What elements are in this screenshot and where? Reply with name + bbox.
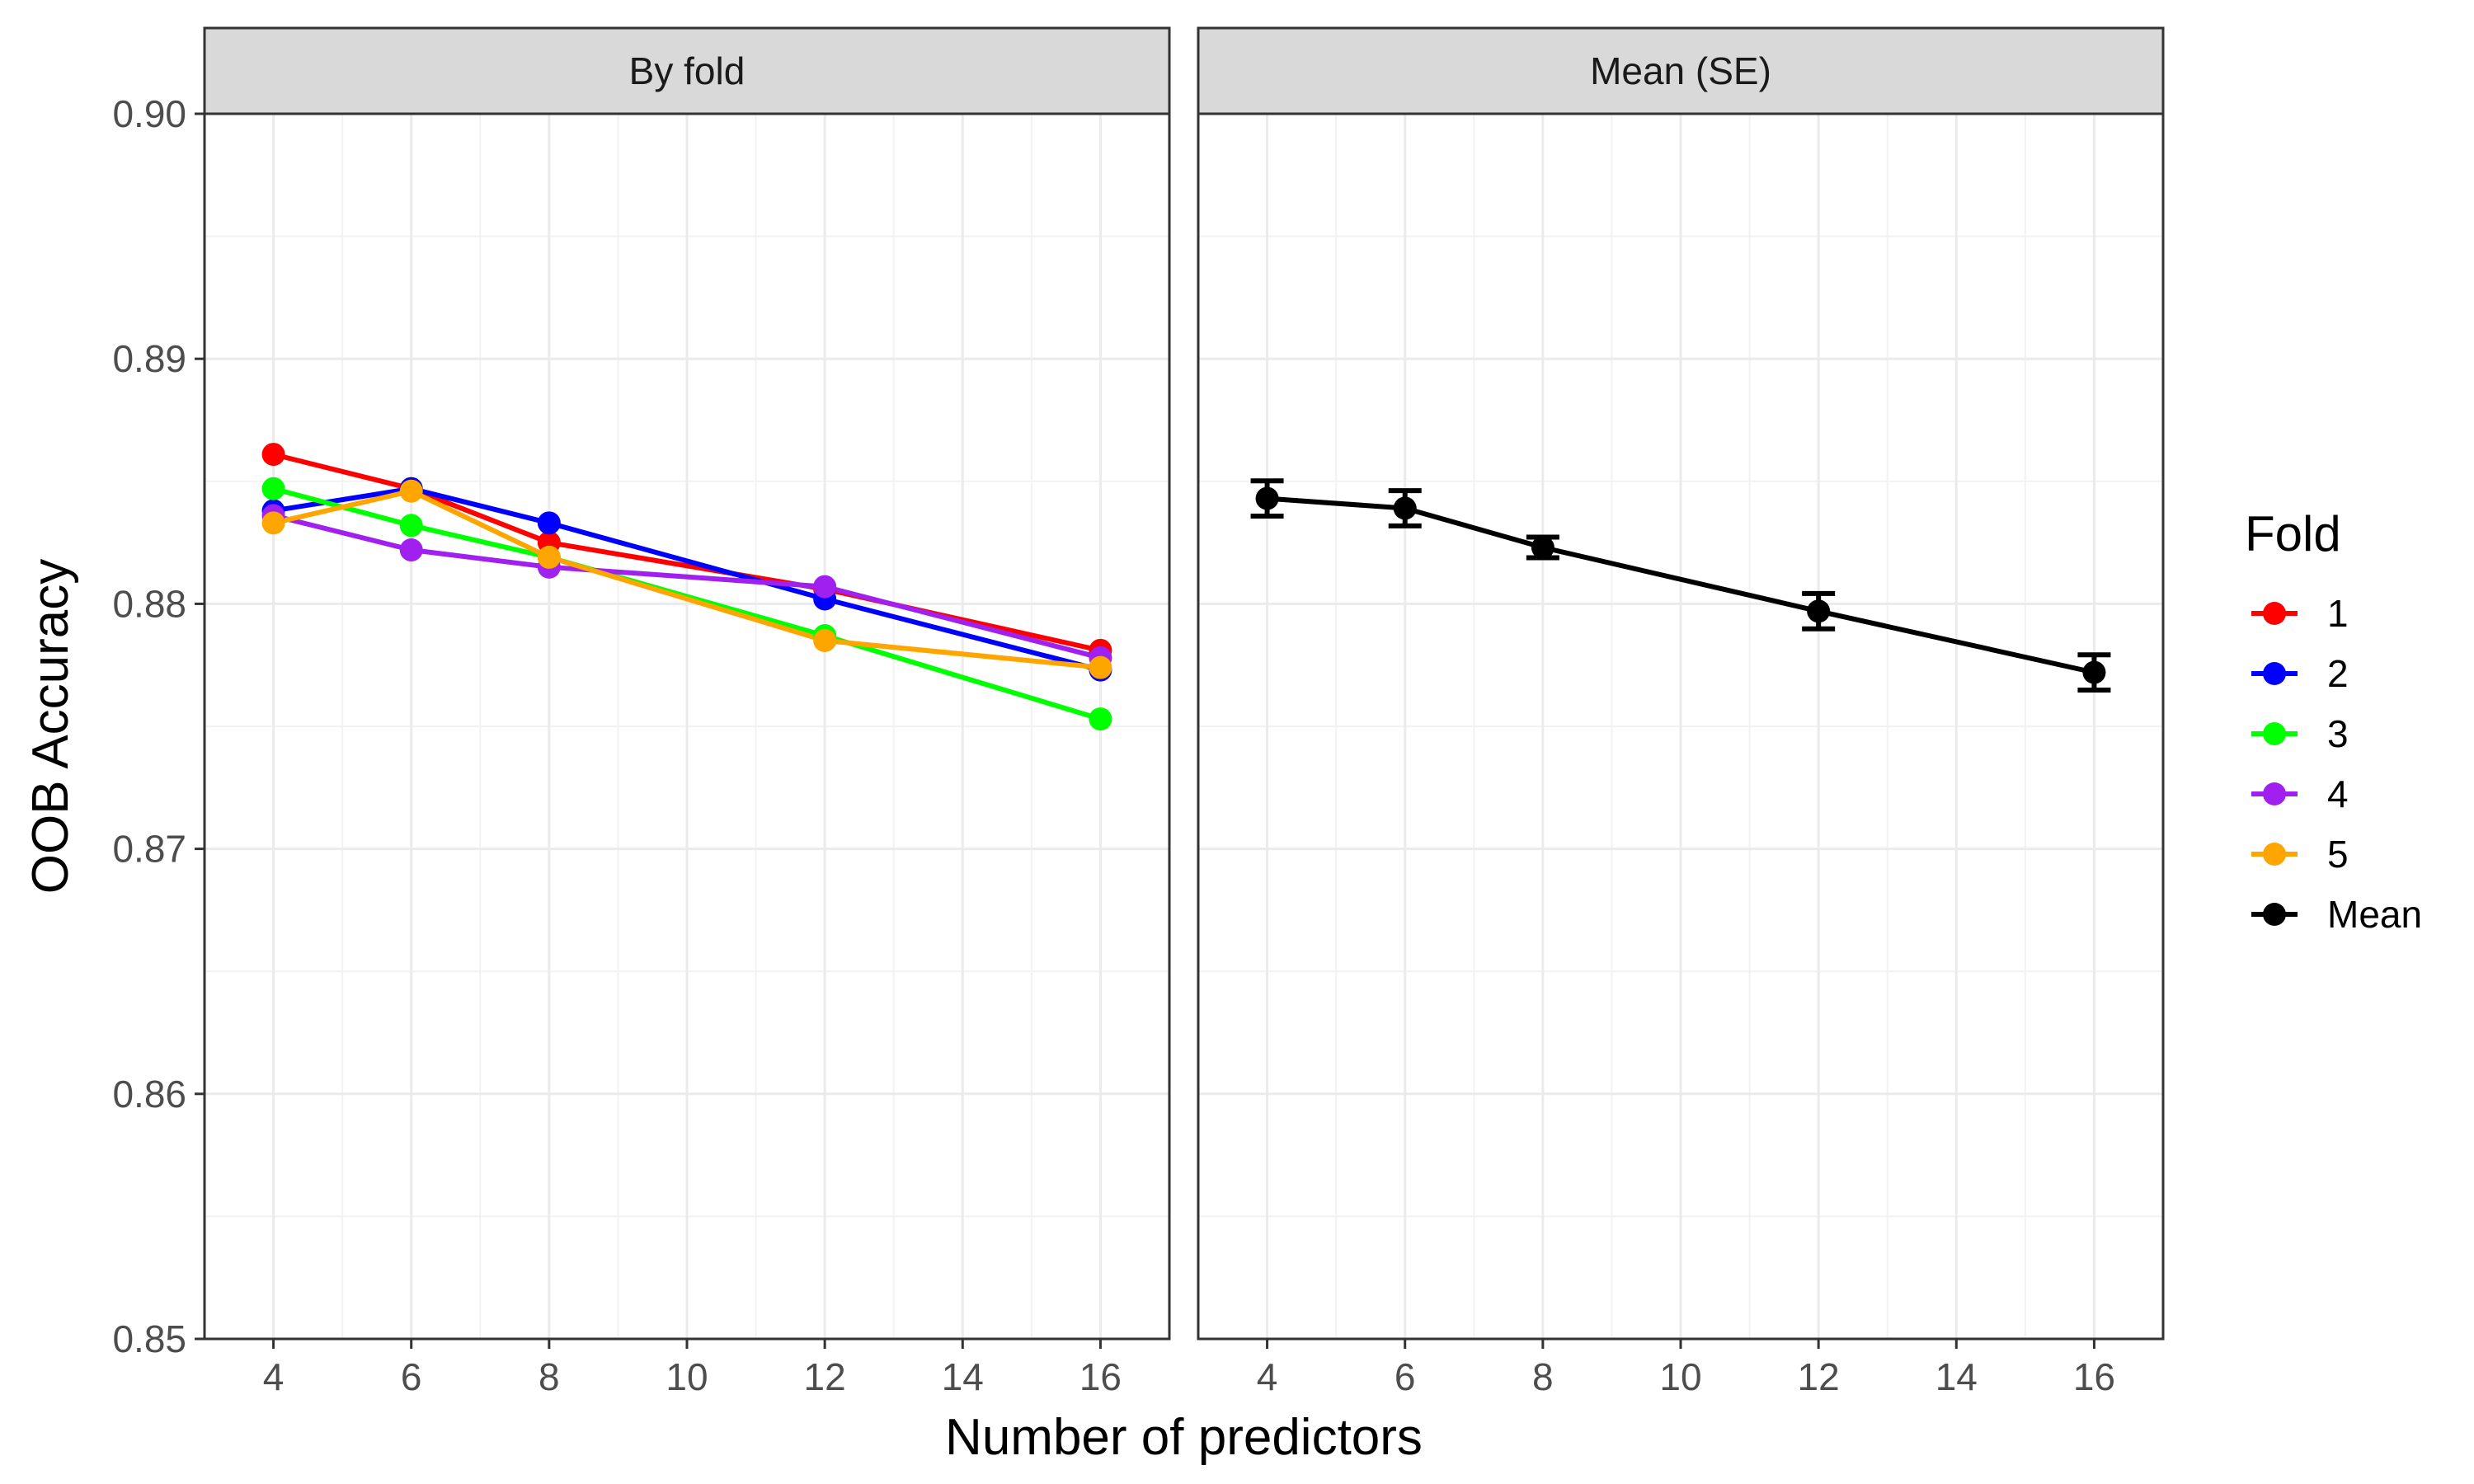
y-tick-label: 0.90	[112, 92, 186, 135]
data-point	[813, 628, 837, 652]
data-point	[1807, 599, 1831, 623]
y-tick-label: 0.85	[112, 1317, 186, 1360]
x-axis-title: Number of predictors	[945, 1409, 1423, 1466]
data-point	[399, 538, 423, 562]
x-tick-label: 12	[804, 1355, 846, 1398]
data-point	[261, 443, 285, 467]
x-tick-label: 10	[1659, 1355, 1701, 1398]
data-point	[261, 511, 285, 535]
legend-item-Mean: Mean	[2251, 893, 2422, 936]
legend-label: 2	[2327, 652, 2349, 695]
x-tick-label: 16	[1079, 1355, 1122, 1398]
x-tick-label: 4	[263, 1355, 285, 1398]
x-tick-label: 12	[1798, 1355, 1840, 1398]
data-point	[1089, 707, 1112, 731]
legend-key-point	[2263, 662, 2286, 685]
legend-item-4: 4	[2251, 773, 2349, 815]
legend-key-point	[2263, 722, 2286, 745]
legend-item-1: 1	[2251, 592, 2349, 635]
points-5	[261, 479, 1112, 679]
data-point	[399, 514, 423, 538]
legend-label: 4	[2327, 773, 2349, 815]
data-point	[813, 575, 837, 599]
x-tick-label: 8	[1532, 1355, 1554, 1398]
data-point	[1089, 655, 1112, 679]
x-tick-label: 6	[1395, 1355, 1416, 1398]
legend-key-point	[2263, 782, 2286, 805]
y-tick-label: 0.87	[112, 828, 186, 871]
legend-key-point	[2263, 602, 2286, 625]
x-tick-label: 4	[1257, 1355, 1278, 1398]
y-axis: 0.85 0.86 0.87 0.88 0.89 0.90	[112, 92, 205, 1360]
legend-item-3: 3	[2251, 712, 2349, 755]
panels-layer: By fold 4 6 8 10 12 14 16 Mean (SE) 4 6 8 10 12 14 16	[203, 26, 2165, 1398]
data-point	[399, 479, 423, 503]
x-axis: 4 6 8 10 12 14 16	[263, 1339, 1122, 1398]
panel-1: By fold 4 6 8 10 12 14 16	[203, 26, 1171, 1398]
strip-label: Mean (SE)	[1590, 49, 1771, 92]
data-point	[261, 477, 285, 500]
data-point	[1393, 496, 1417, 520]
x-tick-label: 8	[539, 1355, 560, 1398]
legend-label: 3	[2327, 712, 2349, 755]
x-tick-label: 6	[401, 1355, 422, 1398]
strip-background	[203, 26, 1171, 115]
y-tick-label: 0.86	[112, 1073, 186, 1115]
x-tick-label: 16	[2073, 1355, 2115, 1398]
x-tick-label: 14	[942, 1355, 984, 1398]
gridlines	[204, 112, 1170, 1341]
y-tick-label: 0.88	[112, 582, 186, 625]
data-point	[1255, 486, 1279, 510]
strip-label: By fold	[629, 49, 745, 92]
legend-item-5: 5	[2251, 833, 2349, 876]
data-point	[2082, 660, 2106, 684]
y-tick-label: 0.89	[112, 337, 186, 380]
panel-2: Mean (SE) 4 6 8 10 12 14 16	[1197, 26, 2165, 1398]
legend-key-point	[2263, 843, 2286, 866]
strip-background	[1197, 26, 2165, 115]
legend-item-2: 2	[2251, 652, 2349, 695]
x-tick-label: 10	[666, 1355, 708, 1398]
points-Mean	[1255, 486, 2106, 684]
data-point	[537, 511, 561, 535]
legend-title: Fold	[2245, 506, 2341, 561]
legend: Fold 1 2 3 4 5 Mean	[2245, 506, 2422, 936]
legend-label: 1	[2327, 592, 2349, 635]
data-point	[1531, 536, 1554, 560]
data-point	[537, 545, 561, 569]
legend-label: Mean	[2327, 893, 2422, 936]
legend-label: 5	[2327, 833, 2349, 876]
legend-key-point	[2263, 903, 2286, 926]
y-axis-title: OOB Accuracy	[22, 559, 79, 895]
x-axis: 4 6 8 10 12 14 16	[1257, 1339, 2115, 1398]
x-tick-label: 14	[1935, 1355, 1978, 1398]
